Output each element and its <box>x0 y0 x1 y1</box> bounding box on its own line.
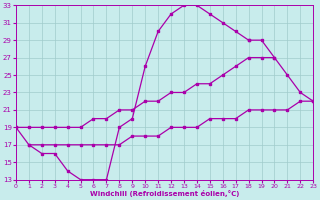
X-axis label: Windchill (Refroidissement éolien,°C): Windchill (Refroidissement éolien,°C) <box>90 190 239 197</box>
